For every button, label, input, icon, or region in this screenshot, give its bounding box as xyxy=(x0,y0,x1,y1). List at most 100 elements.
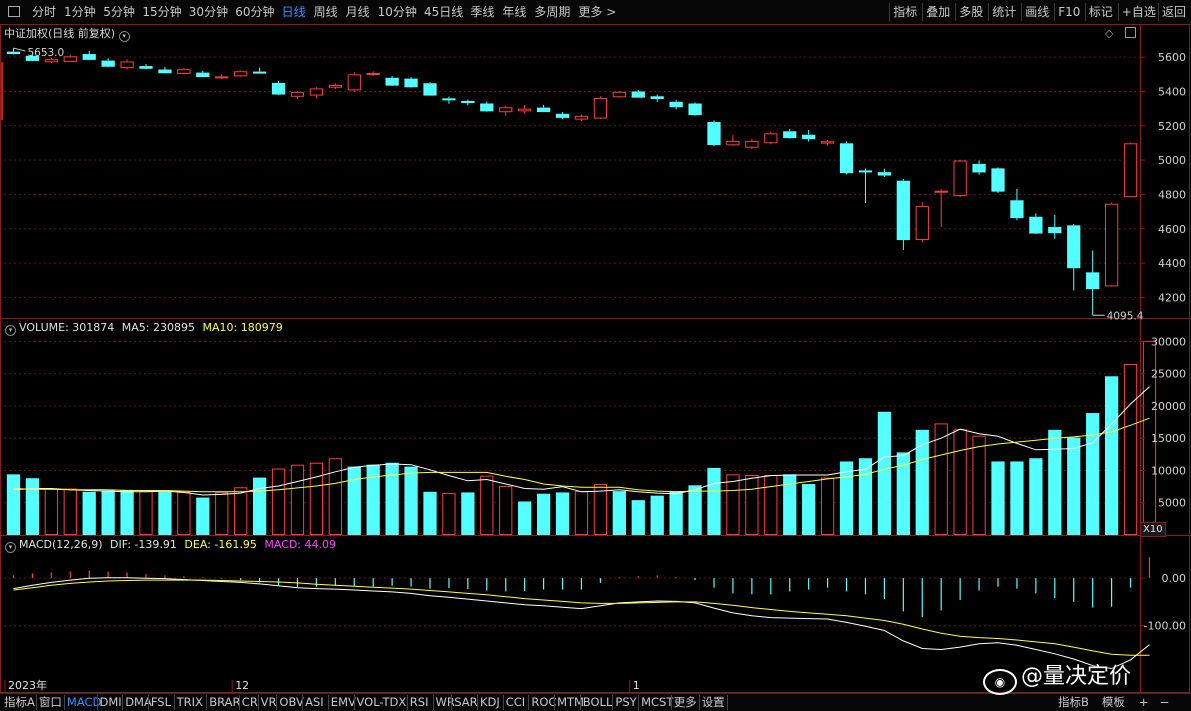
indicator-tab[interactable]: VR xyxy=(260,695,277,709)
indicator-tab[interactable]: ASI xyxy=(305,695,324,709)
indicator-tab[interactable]: CCI xyxy=(505,695,526,709)
indicator-tab[interactable]: WR xyxy=(435,695,455,709)
indicator-tab[interactable]: OBV xyxy=(279,695,304,709)
toolbar-action[interactable]: 返回 xyxy=(1162,5,1187,19)
period-tab[interactable]: 5分钟 xyxy=(103,5,135,19)
panel-menu-icon[interactable]: ▾ xyxy=(5,542,16,553)
toolbar-action[interactable]: 统计 xyxy=(992,5,1017,19)
indicator-tab[interactable]: TRIX xyxy=(176,695,203,709)
tab-separator xyxy=(35,695,37,710)
window-max-icon[interactable] xyxy=(1124,27,1136,38)
indicator-tab[interactable]: DMI xyxy=(99,695,122,709)
indicator-tab[interactable]: VOL-TDX xyxy=(356,695,407,709)
price-axis: 4200 4400 4600 4800 5000 5200 5400 5600 5000 1000… xyxy=(1140,51,1186,633)
toolbar-action[interactable]: 画线 xyxy=(1025,5,1050,19)
toolbar-action[interactable]: 叠加 xyxy=(926,5,951,19)
indicator-tab[interactable]: FSL xyxy=(150,695,172,709)
volume-bar xyxy=(688,485,702,535)
candle-body xyxy=(877,172,892,176)
toolbar-action[interactable]: 多股 xyxy=(959,5,984,19)
axis-tick-label: 15000 xyxy=(1151,432,1186,445)
window-icon[interactable] xyxy=(8,6,20,17)
candle-body xyxy=(442,98,456,101)
toolbar-action[interactable]: 指标 xyxy=(893,5,918,19)
period-tab[interactable]: 多周期 xyxy=(534,5,571,19)
period-tab[interactable]: 分时 xyxy=(32,5,57,19)
period-tab[interactable]: 日线 xyxy=(281,5,306,19)
candle-body xyxy=(536,107,551,113)
indicator-right-tab[interactable]: 指标B xyxy=(1058,695,1089,709)
tab-separator xyxy=(302,695,304,710)
period-tab[interactable]: 60分钟 xyxy=(235,5,275,19)
volume-ma-lines xyxy=(13,386,1150,496)
panel-menu-icon[interactable]: ▾ xyxy=(5,325,16,336)
indicator-right-tab[interactable]: 模板 xyxy=(1101,695,1125,709)
volume-bar xyxy=(6,474,21,535)
candle-body xyxy=(1104,203,1119,287)
tab-separator xyxy=(698,695,700,710)
tab-separator xyxy=(238,695,240,710)
indicator-tab[interactable]: ROC xyxy=(531,695,557,709)
volume-ma5-label: MA5: 230895 xyxy=(121,321,195,334)
toolbar-separator xyxy=(955,3,957,21)
indicator-tab[interactable]: 指标A xyxy=(4,695,35,709)
volume-ma10-line xyxy=(13,417,1150,493)
period-tab[interactable]: 周线 xyxy=(313,5,338,19)
indicator-tab[interactable]: 更多 xyxy=(673,695,697,709)
indicator-tab[interactable]: 窗口 xyxy=(38,695,62,709)
indicator-tab[interactable]: EMV xyxy=(330,695,356,709)
axis-tick-label: -100.00 xyxy=(1144,620,1186,633)
period-tab[interactable]: 更多 > xyxy=(578,5,617,19)
period-tab[interactable]: 月线 xyxy=(345,5,370,19)
candle-body xyxy=(839,143,854,174)
candlestick-series xyxy=(6,48,1138,316)
candle-body xyxy=(215,76,229,79)
diamond-icon[interactable]: ◇ xyxy=(1105,27,1114,40)
tab-separator xyxy=(612,695,614,710)
indicator-right-tab[interactable]: + xyxy=(1138,695,1149,709)
panel-frames xyxy=(0,24,1191,693)
toolbar-action[interactable]: F10 xyxy=(1058,5,1081,19)
period-tab[interactable]: 30分钟 xyxy=(188,5,229,19)
indicator-tab[interactable]: BOLL xyxy=(582,695,613,709)
toolbar-action[interactable]: 标记 xyxy=(1088,5,1113,19)
volume-label: VOLUME: 301874 xyxy=(19,321,115,334)
indicator-tab[interactable]: RSI xyxy=(409,695,429,709)
candle-body xyxy=(158,69,172,74)
volume-bar xyxy=(499,485,513,535)
period-tab[interactable]: 1分钟 xyxy=(64,5,96,19)
period-tab[interactable]: 季线 xyxy=(470,5,495,19)
volume-bar xyxy=(423,491,437,536)
volume-bar xyxy=(802,484,816,535)
indicator-tab[interactable]: MTM xyxy=(557,695,584,709)
axis-tick-label: 20000 xyxy=(1151,400,1186,413)
period-tab[interactable]: 45日线 xyxy=(424,5,464,19)
indicator-tab[interactable]: KDJ xyxy=(480,695,500,709)
indicator-tab[interactable]: PSY xyxy=(615,695,637,709)
tab-separator xyxy=(96,695,98,710)
tab-separator xyxy=(726,695,728,710)
indicator-tab[interactable]: MCST xyxy=(641,695,674,709)
volume-bar xyxy=(347,466,361,536)
toolbar-action[interactable]: +自选 xyxy=(1121,5,1156,19)
collapse-arrow-icon[interactable]: ▾ xyxy=(118,31,130,42)
indicator-tab[interactable]: CR xyxy=(241,695,258,709)
indicator-tab[interactable]: BRAR xyxy=(209,695,241,709)
period-tab[interactable]: 15分钟 xyxy=(142,5,182,19)
volume-bar xyxy=(1029,458,1043,535)
candle-body xyxy=(271,82,286,95)
volume-bar xyxy=(158,491,172,536)
toolbar-separator xyxy=(922,3,924,21)
indicator-tab[interactable]: 设置 xyxy=(701,695,725,709)
candle-body xyxy=(461,100,475,104)
period-tab[interactable]: 10分钟 xyxy=(377,5,417,19)
indicator-tab[interactable]: SAR xyxy=(454,695,478,709)
volume-bar xyxy=(650,495,664,536)
volume-bar xyxy=(252,477,267,536)
period-tab[interactable]: 年线 xyxy=(502,5,527,19)
indicator-right-tab[interactable]: − xyxy=(1159,695,1170,709)
macd-lines xyxy=(13,577,1150,670)
indicator-tab[interactable]: DMA xyxy=(125,695,152,709)
indicator-tab[interactable]: MACD xyxy=(66,695,102,709)
